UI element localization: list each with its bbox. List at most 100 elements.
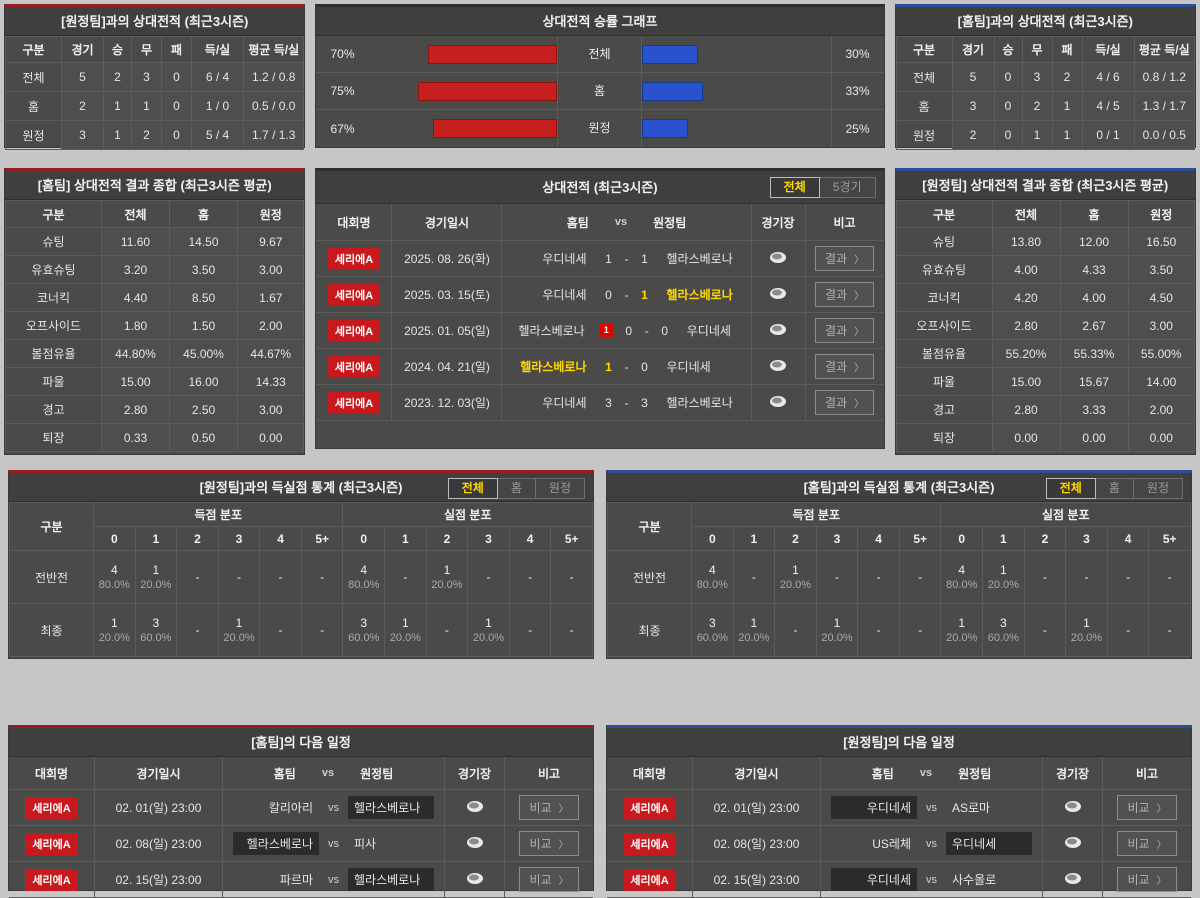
stadium-icon[interactable] [1064, 836, 1082, 852]
result-button[interactable]: 결과 〉 [814, 354, 875, 379]
table-row: 오프사이드 2.80 2.67 3.00 [895, 311, 1196, 340]
away-score: 3 [641, 395, 648, 410]
stat-cell: 3.00 [236, 255, 305, 284]
stat-cell: 2.00 [1127, 395, 1196, 424]
stat-cell: 1.7 / 1.3 [242, 120, 305, 150]
header-row: 대회명 경기일시 홈팀 vs 원정팀 경기장 비고 [316, 204, 884, 241]
stadium-icon[interactable] [466, 872, 484, 888]
tab-all[interactable]: 전체 [769, 177, 820, 198]
schedule-row: 세리에A 02. 08(일) 23:00 US레체 vs 우디네세 비교 〉 [607, 826, 1191, 862]
compare-button[interactable]: 비교 〉 [1117, 795, 1177, 820]
away-bar-zone [642, 36, 832, 72]
match-date: 02. 01(일) 23:00 [95, 790, 223, 825]
row-label: 원정 [895, 120, 953, 150]
away-header: 원정팀 [360, 766, 394, 781]
tab-away[interactable]: 원정 [535, 478, 585, 499]
tab-home[interactable]: 홈 [1095, 478, 1134, 499]
stadium-icon[interactable] [769, 251, 787, 267]
column-header: 무 [1021, 36, 1053, 63]
column-header: 구분 [5, 200, 102, 228]
stat-cell: 55.33% [1059, 339, 1129, 368]
home-team-name: 헬라스베로나 [518, 324, 585, 338]
tab-away[interactable]: 원정 [1133, 478, 1183, 499]
vs-label: vs [328, 837, 339, 850]
league-badge: 세리에A [623, 868, 676, 891]
compare-button[interactable]: 비교 〉 [1117, 867, 1177, 892]
tab-all[interactable]: 전체 [1045, 478, 1096, 499]
stat-cell: 0 / 1 [1081, 120, 1135, 150]
stadium-icon[interactable] [466, 800, 484, 816]
panel-away-schedule: [원정팀]의 다음 일정 대회명 경기일시 홈팀 vs 원정팀 경기장 비고 세리에… [606, 725, 1192, 898]
stat-cell: 16.50 [1127, 227, 1196, 256]
result-button-label: 결과 [824, 252, 848, 266]
stadium-icon[interactable] [769, 287, 787, 303]
away-score: 0 [661, 323, 669, 338]
row-label: 파울 [895, 367, 993, 396]
table-row: 슈팅 11.60 14.50 9.67 [5, 227, 305, 256]
result-button-label: 결과 [824, 324, 848, 338]
stadium-icon[interactable] [466, 836, 484, 852]
home-win-percent: 70% [330, 47, 355, 61]
stat-cell: 0 [161, 91, 192, 121]
stadium-icon[interactable] [769, 323, 787, 339]
chevron-right-icon: 〉 [854, 327, 865, 338]
panel-away-summary: [원정팀] 상대전적 결과 종합 (최근3시즌 평균) 구분 전체 홈 원정 슈팅 13… [894, 168, 1196, 455]
stadium-icon[interactable] [1064, 800, 1082, 816]
away-team-name: 사수올로 [952, 873, 997, 887]
compare-button[interactable]: 비교 〉 [1117, 831, 1177, 856]
dist-cell: 1 20.0% [774, 550, 817, 604]
dist-cell: 1 20.0% [467, 603, 510, 657]
tab-home[interactable]: 홈 [497, 478, 536, 499]
stadium-icon[interactable] [1064, 872, 1082, 888]
table-row: 전반전 4 80.0% -1 20.0% - - -4 80.0% 1 20.0% - - - - [607, 550, 1191, 604]
panel-title-bar: [원정팀]과의 득실점 통계 (최근3시즌) 전체 홈 원정 [9, 473, 593, 502]
column-header: 구분 [607, 502, 692, 551]
row-label: 슈팅 [5, 227, 102, 256]
compare-button[interactable]: 비교 〉 [519, 831, 579, 856]
match-date: 2025. 01. 05(일) [392, 313, 503, 348]
compare-button[interactable]: 비교 〉 [519, 795, 579, 820]
summary-table: 구분 전체 홈 원정 슈팅 11.60 14.50 9.67 유효슈팅 3.20 3.50 3.0… [5, 200, 305, 452]
column-header: 홈 [1059, 200, 1129, 228]
panel-title: [원정팀]의 다음 일정 [607, 728, 1191, 757]
stadium-icon[interactable] [769, 359, 787, 375]
result-button[interactable]: 결과 〉 [814, 246, 875, 271]
away-score: 0 [641, 359, 648, 374]
result-button[interactable]: 결과 〉 [814, 318, 875, 343]
row-label: 원정 [5, 120, 62, 150]
away-team-name: AS로마 [952, 801, 991, 815]
home-bar-zone [368, 73, 558, 109]
dist-cell: 1 20.0% [425, 550, 469, 604]
column-header: 5+ [550, 526, 593, 551]
tab-5games[interactable]: 5경기 [819, 177, 876, 198]
dist-cell: - [774, 603, 817, 657]
tab-all[interactable]: 전체 [447, 478, 498, 499]
column-header: 승 [103, 36, 132, 63]
stat-cell: 4.20 [991, 283, 1061, 312]
row-label: 퇴장 [895, 423, 993, 452]
compare-button-label: 비교 [529, 801, 552, 815]
result-button[interactable]: 결과 〉 [814, 282, 875, 307]
result-button[interactable]: 결과 〉 [814, 390, 875, 415]
stat-cell: 0 [993, 62, 1023, 92]
stat-cell: 3 [1021, 62, 1053, 92]
home-team-name: 우디네세 [831, 796, 917, 819]
chevron-right-icon: 〉 [854, 291, 865, 302]
table-row: 볼점유율 55.20% 55.33% 55.00% [895, 339, 1196, 368]
winrate-row: 67% 원정 25% [316, 110, 883, 147]
score-separator: - [624, 251, 629, 266]
stat-cell: 0 [993, 120, 1023, 150]
compare-button[interactable]: 비교 〉 [519, 867, 579, 892]
column-header: 득/실 [191, 36, 244, 63]
home-team-name: 우디네세 [831, 868, 917, 891]
column-header: 패 [1051, 36, 1083, 63]
away-header: 원정팀 [653, 215, 687, 230]
stadium-icon[interactable] [769, 395, 787, 411]
h2h-match-row: 세리에A 2024. 04. 21(일) 헬라스베로나 1-0 우디네세 결과 〉 [316, 349, 884, 385]
header-row: 구분 전체 홈 원정 [5, 200, 305, 228]
table-row: 경고 2.80 3.33 2.00 [895, 395, 1196, 424]
dist-cell: - [1148, 550, 1191, 604]
dist-cell: - [898, 603, 942, 657]
stat-cell: 3.00 [1127, 311, 1196, 340]
